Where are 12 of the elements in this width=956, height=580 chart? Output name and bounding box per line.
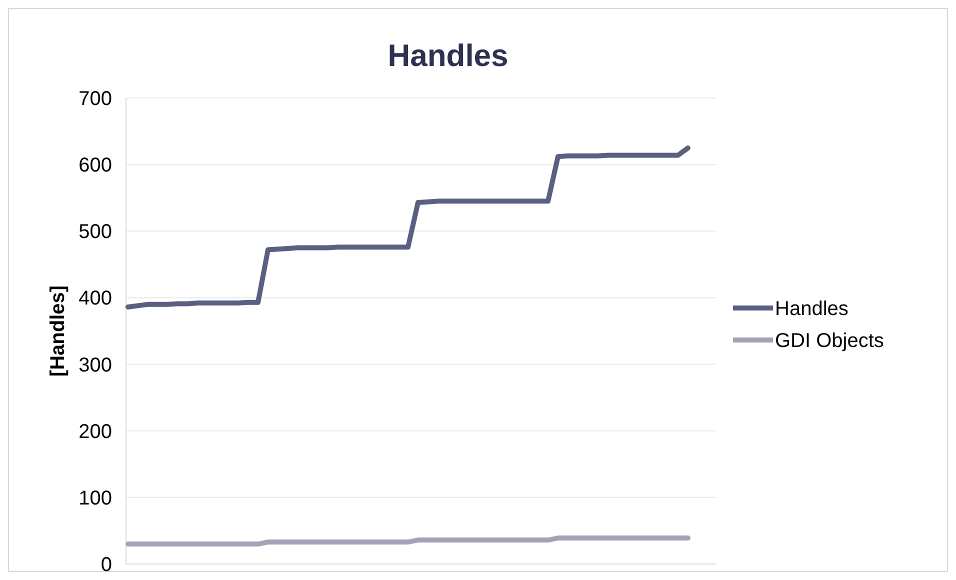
y-tick-label: 700 xyxy=(78,88,112,110)
y-axis-title: [Handles] xyxy=(47,285,69,377)
y-tick-label: 200 xyxy=(78,420,112,443)
legend-label: Handles xyxy=(775,298,848,320)
y-tick-label: 0 xyxy=(100,554,112,576)
y-tick-label: 600 xyxy=(78,154,112,177)
chart-title: Handles xyxy=(388,38,508,73)
legend-label: GDI Objects xyxy=(775,330,884,352)
y-tick-label: 500 xyxy=(78,221,112,244)
y-tick-label: 100 xyxy=(78,487,112,510)
y-tick-label: 300 xyxy=(78,354,112,376)
y-tick-label: 400 xyxy=(78,288,112,310)
